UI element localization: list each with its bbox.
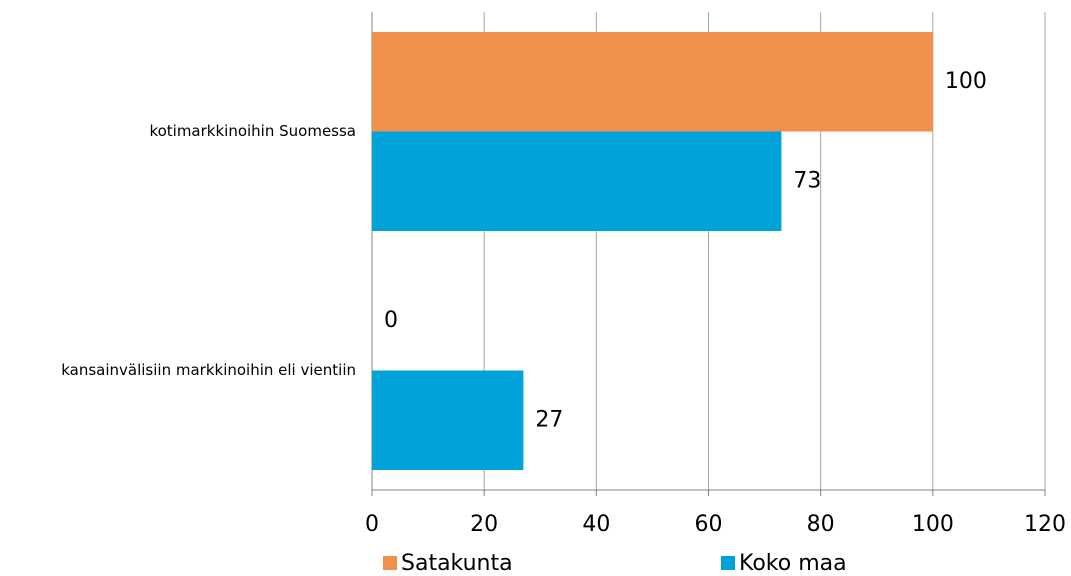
x-tick-label: 80 xyxy=(807,512,835,537)
legend-label: Koko maa xyxy=(739,551,847,576)
bar xyxy=(372,32,933,132)
x-tick-label: 100 xyxy=(912,512,954,537)
data-label: 100 xyxy=(945,69,987,94)
legend-label: Satakunta xyxy=(401,551,513,576)
legend-swatch xyxy=(721,556,735,570)
bar xyxy=(372,131,782,231)
bar xyxy=(372,370,524,470)
category-label: kansainvälisiin markkinoihin eli vientii… xyxy=(61,361,356,379)
category-label: kotimarkkinoihin Suomessa xyxy=(149,122,356,140)
data-label: 0 xyxy=(384,308,398,333)
legend-swatch xyxy=(383,556,397,570)
x-tick-label: 0 xyxy=(365,512,379,537)
x-tick-label: 20 xyxy=(470,512,498,537)
x-tick-label: 40 xyxy=(582,512,610,537)
data-label: 73 xyxy=(793,168,821,193)
x-tick-label: 120 xyxy=(1024,512,1066,537)
x-tick-label: 60 xyxy=(695,512,723,537)
data-label: 27 xyxy=(535,407,563,432)
